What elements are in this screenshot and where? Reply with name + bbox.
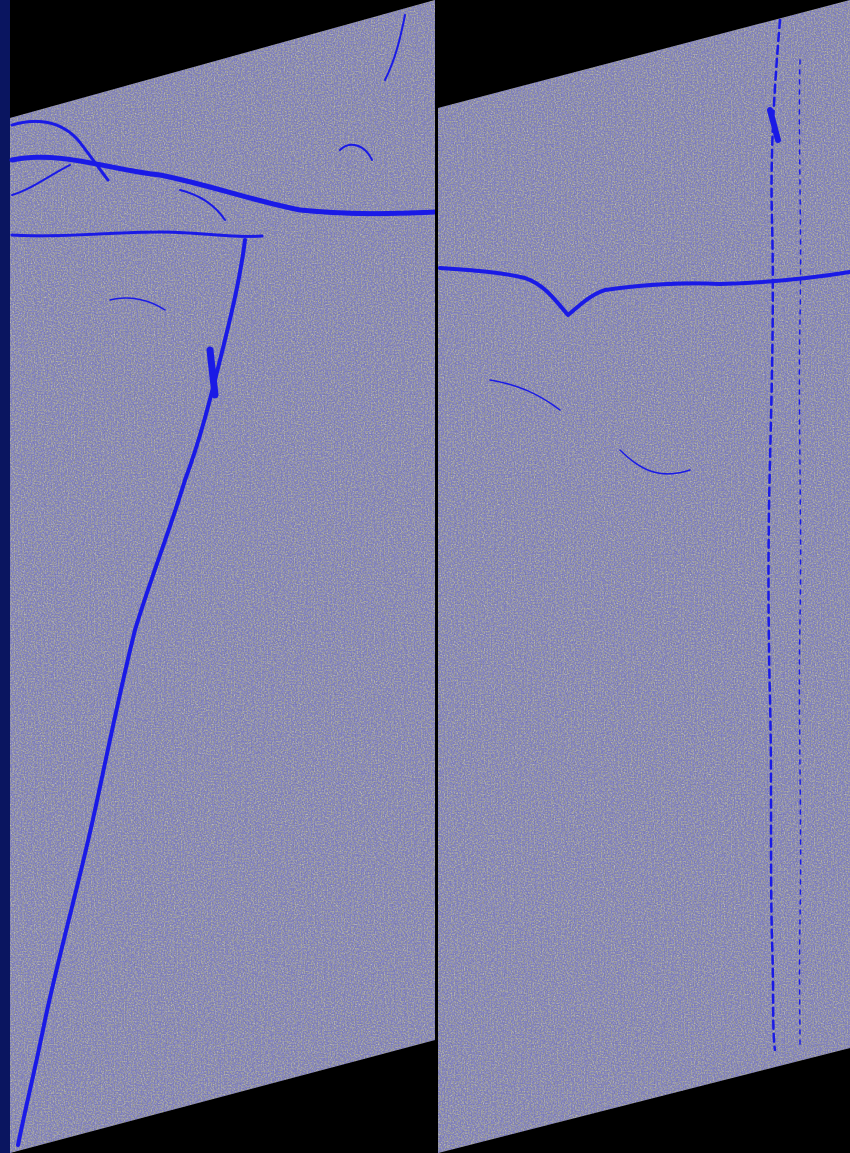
panel-seam (435, 0, 438, 1153)
right-edge-lines (438, 18, 850, 1052)
left-panel (10, 0, 435, 1153)
right-panel (438, 0, 850, 1153)
left-edge-lines (9, 14, 438, 1147)
